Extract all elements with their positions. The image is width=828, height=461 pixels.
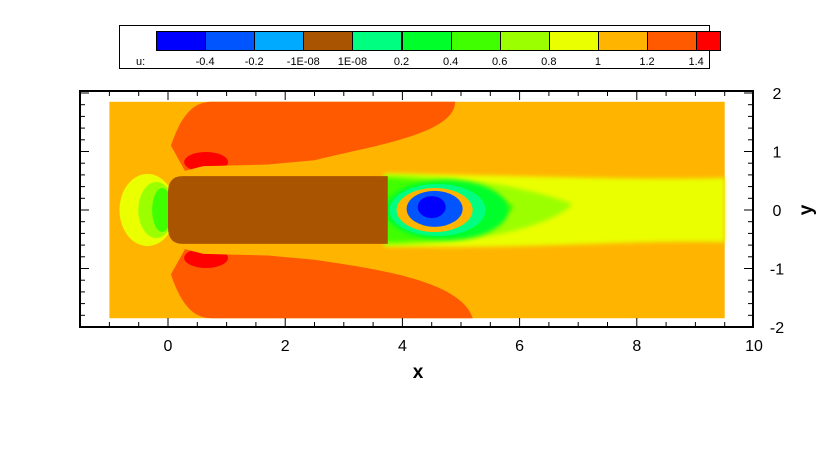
x-tick-label: 8	[632, 338, 641, 355]
upper-strip-region	[173, 160, 579, 174]
colorbar-legend: u: -0.4 -0.2 -1E-08 1E-08 0.2 0.4 0.6 0.8 1 1.2 1.…	[119, 25, 722, 69]
y-axis-label: y	[796, 204, 817, 215]
stagnation-core-region	[152, 188, 173, 232]
colorbar-tick-label: 0.6	[492, 56, 508, 68]
colorbar-tick-label: 1.4	[688, 56, 704, 68]
colorbar-tick-label: -0.2	[244, 56, 264, 68]
x-tick-label: 4	[398, 338, 407, 355]
colorbar-tick-label: -0.4	[195, 56, 215, 68]
recirculation-core-region	[417, 196, 446, 219]
y-tick-label: -2	[770, 320, 784, 337]
y-tick-label: 0	[773, 203, 782, 220]
colorbar-tick-label: 1E-08	[337, 56, 368, 68]
colorbar-tick-label: 1	[594, 56, 601, 68]
body-region	[168, 176, 388, 244]
y-tick-label: 2	[773, 86, 782, 103]
lower-strip-region	[173, 246, 579, 260]
colorbar-tick-label: 1.2	[639, 56, 655, 68]
x-tick-label: 6	[515, 338, 524, 355]
x-axis-label: x	[413, 362, 424, 383]
plot-frame	[79, 90, 754, 328]
x-tick-label: 10	[745, 338, 763, 355]
colorbar-tick-label: 0.8	[541, 56, 557, 68]
colorbar-variable-label: u:	[136, 56, 146, 68]
y-tick-label: 1	[773, 145, 782, 162]
contour-field	[109, 101, 725, 319]
x-tick-label: 2	[281, 338, 290, 355]
colorbar-tick-label: 0.2	[393, 56, 410, 68]
x-tick-label: 0	[164, 338, 173, 355]
lower-acceleration-region	[170, 248, 473, 319]
upper-acceleration-region	[170, 101, 456, 172]
colorbar-tick-label: 0.4	[442, 56, 459, 68]
colorbar-tick-label: -1E-08	[286, 56, 320, 68]
y-tick-label: -1	[770, 262, 784, 279]
colorbar-swatch	[696, 31, 722, 51]
